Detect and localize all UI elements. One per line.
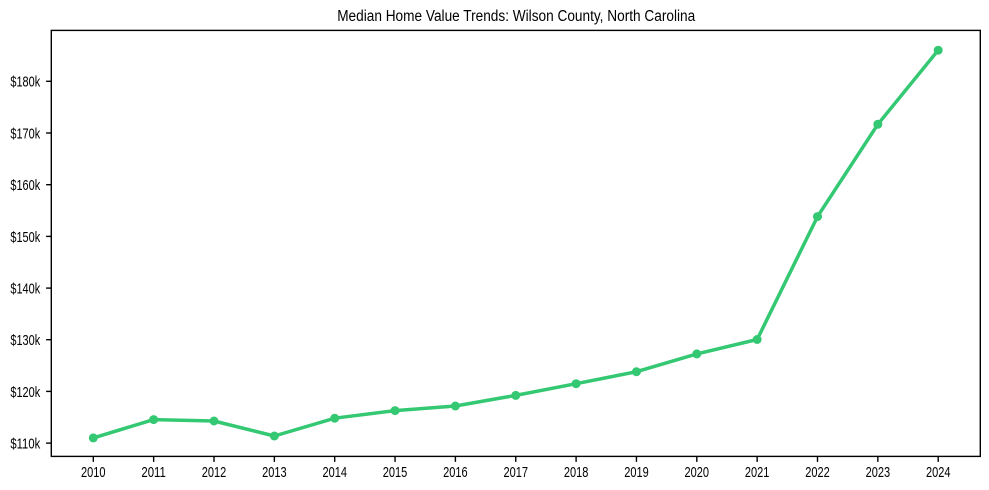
svg-text:2015: 2015 [383,464,408,481]
svg-text:$130k: $130k [10,332,40,349]
svg-text:$180k: $180k [10,74,40,91]
svg-text:$160k: $160k [10,177,40,194]
svg-text:2024: 2024 [926,464,951,481]
svg-text:2010: 2010 [81,464,106,481]
svg-text:$170k: $170k [10,125,40,142]
svg-text:$120k: $120k [10,384,40,401]
svg-text:2013: 2013 [262,464,287,481]
svg-text:2020: 2020 [685,464,710,481]
svg-text:2023: 2023 [866,464,891,481]
svg-text:2019: 2019 [624,464,649,481]
svg-text:2011: 2011 [141,464,166,481]
svg-text:$140k: $140k [10,281,40,298]
svg-text:Median Home Value Trends: Wils: Median Home Value Trends: Wilson County,… [337,8,695,25]
svg-text:2018: 2018 [564,464,589,481]
svg-text:$110k: $110k [10,436,40,453]
svg-text:2014: 2014 [322,464,347,481]
svg-text:2022: 2022 [805,464,830,481]
svg-text:2016: 2016 [443,464,468,481]
svg-text:2021: 2021 [745,464,770,481]
svg-text:$150k: $150k [10,229,40,246]
svg-text:2017: 2017 [504,464,529,481]
svg-text:2012: 2012 [202,464,227,481]
